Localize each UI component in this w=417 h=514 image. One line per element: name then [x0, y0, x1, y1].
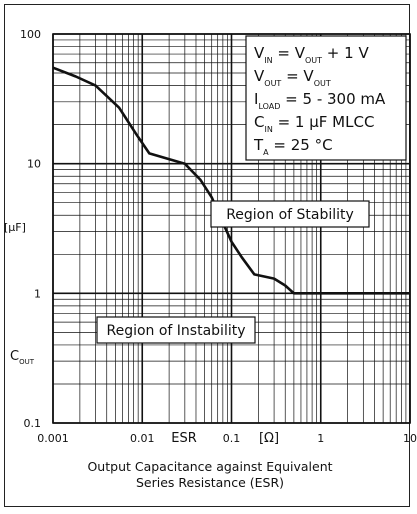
- y-axis-unit: [µF]: [4, 221, 26, 234]
- region-of-instability-box-label: Region of Instability: [106, 323, 245, 339]
- y-tick-label: 1: [34, 287, 41, 300]
- annotation-layer: Region of Stability Region of Instability…: [96, 35, 407, 344]
- x-tick-label: 0.001: [37, 432, 69, 445]
- chart-caption-line: Output Capacitance against Equivalent: [87, 459, 332, 474]
- plot-border: [52, 33, 411, 424]
- y-tick-label: 100: [20, 28, 41, 41]
- region-of-stability-box: Region of Stability: [210, 200, 370, 228]
- condition-line: VIN = VOUT + 1 V: [254, 44, 369, 65]
- y-tick-label: 10: [27, 158, 41, 171]
- condition-line: ILOAD = 5 - 300 mA: [254, 90, 386, 111]
- condition-line: TA = 25 °C: [253, 136, 333, 157]
- x-tick-label: 0.1: [223, 432, 241, 445]
- condition-line: VOUT = VOUT: [254, 67, 331, 88]
- region-of-instability-box: Region of Instability: [96, 316, 256, 344]
- x-axis-label: ESR: [171, 431, 197, 446]
- tick-labels: 0.001 0.01 0.1 1 10 0.1 1 10 100: [20, 28, 417, 445]
- x-tick-label: 1: [317, 432, 324, 445]
- x-axis-unit: [Ω]: [259, 431, 279, 446]
- chart-caption-line: Series Resistance (ESR): [136, 475, 284, 490]
- x-tick-label: 0.01: [130, 432, 155, 445]
- x-tick-label: 10: [403, 432, 417, 445]
- esr-boundary-line: [52, 66, 410, 295]
- y-axis-label: COUT: [10, 349, 35, 366]
- series-layer: [52, 66, 410, 295]
- y-tick-label: 0.1: [24, 417, 42, 430]
- axis-labels: ESR [Ω] [µF] COUT Output Capacitance against…: [4, 221, 333, 490]
- region-of-stability-box-label: Region of Stability: [226, 207, 354, 223]
- condition-line: CIN = 1 µF MLCC: [254, 113, 374, 134]
